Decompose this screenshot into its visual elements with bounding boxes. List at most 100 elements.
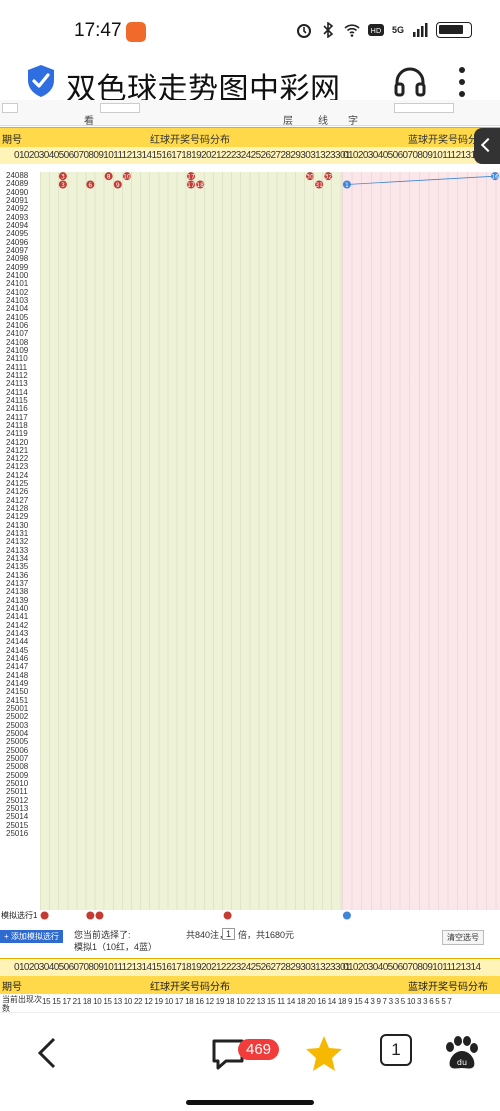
period-label: 24123	[6, 463, 29, 472]
wifi-icon	[344, 24, 360, 37]
period-label: 25005	[6, 738, 29, 747]
baidu-paw-icon[interactable]: du	[440, 1033, 480, 1073]
sim-red-ball[interactable]	[40, 911, 49, 920]
period-label: 24090	[6, 188, 29, 197]
period-label: 25013	[6, 804, 29, 813]
period-label: 25001	[6, 705, 29, 713]
period-label: 24097	[6, 246, 29, 255]
toolbar-field-1[interactable]	[2, 103, 18, 113]
period-label: 24101	[6, 280, 29, 289]
period-label: 24099	[6, 263, 29, 272]
chart-footer-header: 0102030405060708091011121314151617181920…	[0, 958, 500, 994]
status-time: 17:47	[74, 20, 122, 41]
red-ball-label: 17	[187, 174, 195, 181]
period-label: 25011	[6, 788, 28, 797]
period-label: 24132	[6, 538, 29, 547]
period-label: 24107	[6, 330, 29, 339]
period-label: 24127	[6, 496, 29, 505]
red-ball-label: 17	[187, 182, 195, 189]
tab-count-button[interactable]: 1	[380, 1034, 412, 1066]
red-ball	[58, 172, 67, 181]
toolbar-item-line[interactable]: 线	[318, 116, 328, 127]
period-label: 24141	[6, 613, 29, 622]
period-label: 24093	[6, 213, 29, 222]
message-count-badge: 469	[238, 1039, 280, 1060]
period-label: 24144	[6, 638, 29, 647]
period-label: 25014	[6, 813, 29, 822]
red-ball	[187, 172, 195, 181]
blue-number-header: 0102030405060708091011121314	[343, 150, 481, 161]
svg-text:du: du	[457, 1058, 467, 1067]
appear-count-row: 当前出现次数 15 15 17 21 18 10 15 13 10 22 12 …	[0, 994, 500, 1012]
sim-blue-ball[interactable]	[342, 911, 351, 920]
toolbar-item-layer[interactable]: 层	[283, 116, 293, 127]
blue-section-footer-title: 蓝球开奖号码分布	[408, 982, 488, 993]
period-label: 25006	[6, 746, 29, 755]
period-label: 25016	[6, 829, 29, 838]
shield-icon	[28, 65, 54, 97]
toolbar-field-3[interactable]	[394, 103, 454, 113]
total-prefix: 共840注，	[186, 930, 229, 940]
red-ball-label: 32	[324, 174, 332, 181]
chart-toolbar: 看 层 线 字	[0, 100, 500, 127]
red-ball	[305, 172, 314, 181]
period-label: 24137	[6, 580, 29, 589]
period-label: 24128	[6, 505, 29, 514]
period-label: 25010	[6, 779, 29, 788]
sim-red-ball[interactable]	[95, 911, 104, 920]
period-label: 24129	[6, 513, 29, 522]
period-label: 24151	[6, 696, 29, 705]
hd-icon: HD	[367, 24, 384, 36]
period-label: 24092	[6, 205, 29, 214]
period-label: 24094	[6, 221, 29, 230]
sim-row-balls	[40, 911, 351, 920]
period-label: 24145	[6, 646, 29, 655]
network-label: 5G	[391, 25, 404, 35]
period-label: 24106	[6, 321, 29, 330]
period-label: 24117	[6, 413, 28, 422]
sim-row-label: 模拟选行1	[1, 911, 38, 920]
red-ball	[104, 172, 113, 181]
period-header: 期号	[2, 135, 22, 146]
blue-ball	[491, 172, 500, 181]
red-ball-label: 8	[107, 174, 111, 181]
more-options-icon[interactable]	[455, 64, 469, 100]
period-label: 24108	[6, 338, 29, 347]
red-section-title: 红球开奖号码分布	[150, 135, 230, 146]
period-label: 25008	[6, 763, 29, 772]
red-ball	[196, 180, 205, 189]
side-collapse-tab[interactable]	[474, 128, 500, 164]
toolbar-field-2[interactable]	[100, 103, 140, 113]
add-sim-row-button[interactable]: + 添加模拟选行	[0, 930, 63, 943]
clear-selection-button[interactable]: 清空选号	[442, 930, 484, 945]
period-label: 24124	[6, 471, 29, 480]
sim-info: 模拟1（10红，4蓝）	[74, 942, 158, 952]
blue-section-title: 蓝球开奖号码分布	[408, 135, 488, 146]
back-icon[interactable]	[28, 1033, 68, 1073]
period-label: 24104	[6, 305, 29, 314]
blue-trend-line	[346, 175, 496, 185]
sim-red-ball[interactable]	[223, 911, 232, 920]
period-label: 24147	[6, 663, 29, 672]
red-ball-label: 3	[61, 174, 65, 181]
blue-zone-background	[342, 172, 500, 918]
headphones-icon[interactable]	[393, 65, 427, 99]
period-label: 24150	[6, 688, 29, 697]
trend-chart: 看 层 线 字 期号 红球开奖号码分布 蓝球开奖号码分布 01020304050…	[0, 100, 500, 1012]
red-ball-label: 18	[196, 182, 204, 189]
sim-row[interactable]: 模拟选行1	[0, 910, 500, 921]
bluetooth-icon	[323, 22, 334, 38]
multiplier-input[interactable]: 1	[222, 928, 236, 940]
period-label: 24115	[6, 396, 28, 405]
toolbar-item-look[interactable]: 看	[84, 116, 94, 127]
toolbar-item-char[interactable]: 字	[348, 116, 358, 127]
period-label: 24095	[6, 230, 29, 239]
sim-red-ball[interactable]	[86, 911, 95, 920]
period-label: 24103	[6, 296, 29, 305]
period-footer: 期号	[2, 982, 22, 993]
star-icon[interactable]	[304, 1033, 344, 1073]
ball-layer: 3 8 10 17 30 32 3 6 9 17 18 31 16 1	[58, 172, 500, 189]
period-label: 24088	[6, 172, 29, 180]
period-label: 24138	[6, 588, 29, 597]
period-label: 24140	[6, 605, 29, 614]
